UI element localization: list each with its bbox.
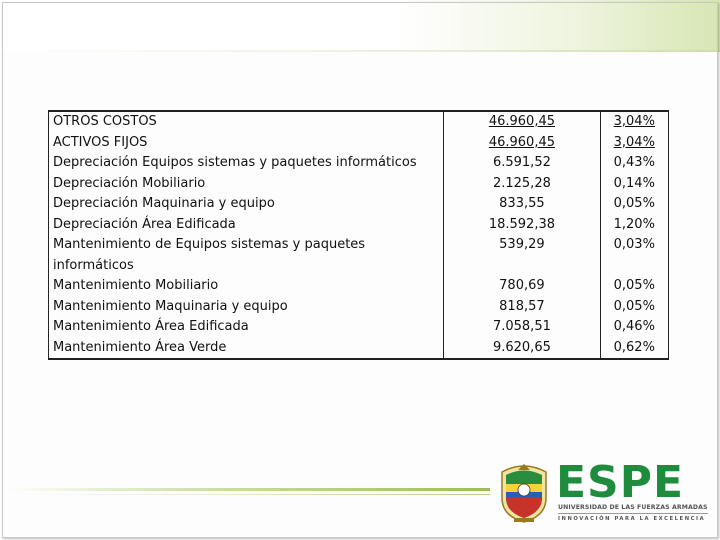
row-percent: 3,04% bbox=[599, 110, 670, 133]
university-name: UNIVERSIDAD DE LAS FUERZAS ARMADAS bbox=[558, 504, 708, 511]
row-description: Mantenimiento Área Verde bbox=[47, 337, 445, 360]
table-row: Depreciación Mobiliario 2.125,28 0,14% bbox=[47, 173, 670, 194]
table-row: Depreciación Área Edificada 18.592,38 1,… bbox=[47, 214, 670, 235]
university-motto: INNOVACIÓN PARA LA EXCELENCIA bbox=[558, 516, 706, 522]
row-value: 780,69 bbox=[443, 276, 601, 297]
brand-wordmark: ESPE bbox=[556, 457, 685, 508]
table-row: Mantenimiento de Equipos sistemas y paqu… bbox=[47, 235, 670, 276]
row-value: 7.058,51 bbox=[443, 317, 601, 338]
table-row: Depreciación Equipos sistemas y paquetes… bbox=[47, 153, 670, 174]
row-description: Depreciación Área Edificada bbox=[47, 214, 445, 235]
row-description: Mantenimiento de Equipos sistemas y paqu… bbox=[47, 235, 445, 276]
costs-table: OTROS COSTOS 46.960,45 3,04% ACTIVOS FIJ… bbox=[47, 110, 670, 360]
logo-divider bbox=[558, 513, 708, 514]
row-description: Depreciación Mobiliario bbox=[47, 173, 445, 194]
row-percent: 0,05% bbox=[599, 194, 670, 215]
row-percent: 0,43% bbox=[599, 153, 670, 174]
row-value: 818,57 bbox=[443, 296, 601, 317]
row-description: Depreciación Maquinaria y equipo bbox=[47, 194, 445, 215]
row-percent: 0,05% bbox=[599, 276, 670, 297]
row-description: Mantenimiento Mobiliario bbox=[47, 276, 445, 297]
row-value: 9.620,65 bbox=[443, 337, 601, 360]
table-row: Depreciación Maquinaria y equipo 833,55 … bbox=[47, 194, 670, 215]
row-description: Depreciación Equipos sistemas y paquetes… bbox=[47, 153, 445, 174]
row-value: 6.591,52 bbox=[443, 153, 601, 174]
header-divider bbox=[0, 50, 720, 52]
row-value: 18.592,38 bbox=[443, 214, 601, 235]
row-percent: 0,05% bbox=[599, 296, 670, 317]
table-row: ACTIVOS FIJOS 46.960,45 3,04% bbox=[47, 132, 670, 153]
espe-logo: ESPE UNIVERSIDAD DE LAS FUERZAS ARMADAS … bbox=[498, 458, 714, 534]
row-value: 46.960,45 bbox=[443, 132, 601, 153]
row-percent: 0,14% bbox=[599, 173, 670, 194]
row-percent: 3,04% bbox=[599, 132, 670, 153]
table-row: OTROS COSTOS 46.960,45 3,04% bbox=[47, 110, 670, 133]
row-percent: 0,46% bbox=[599, 317, 670, 338]
table-row: Mantenimiento Mobiliario 780,69 0,05% bbox=[47, 276, 670, 297]
footer-divider bbox=[0, 488, 490, 491]
row-value: 46.960,45 bbox=[443, 110, 601, 133]
row-description: OTROS COSTOS bbox=[47, 110, 445, 133]
table-row: Mantenimiento Área Edificada 7.058,51 0,… bbox=[47, 317, 670, 338]
header-band bbox=[0, 0, 720, 52]
table-row: Mantenimiento Área Verde 9.620,65 0,62% bbox=[47, 337, 670, 360]
row-value: 833,55 bbox=[443, 194, 601, 215]
row-percent: 0,62% bbox=[599, 337, 670, 360]
row-value: 539,29 bbox=[443, 235, 601, 276]
row-value: 2.125,28 bbox=[443, 173, 601, 194]
footer-divider-thin bbox=[0, 494, 490, 495]
row-percent: 0,03% bbox=[599, 235, 670, 276]
row-description: Mantenimiento Maquinaria y equipo bbox=[47, 296, 445, 317]
row-description: Mantenimiento Área Edificada bbox=[47, 317, 445, 338]
university-seal-icon bbox=[501, 464, 547, 523]
row-percent: 1,20% bbox=[599, 214, 670, 235]
row-description: ACTIVOS FIJOS bbox=[47, 132, 445, 153]
table-row: Mantenimiento Maquinaria y equipo 818,57… bbox=[47, 296, 670, 317]
